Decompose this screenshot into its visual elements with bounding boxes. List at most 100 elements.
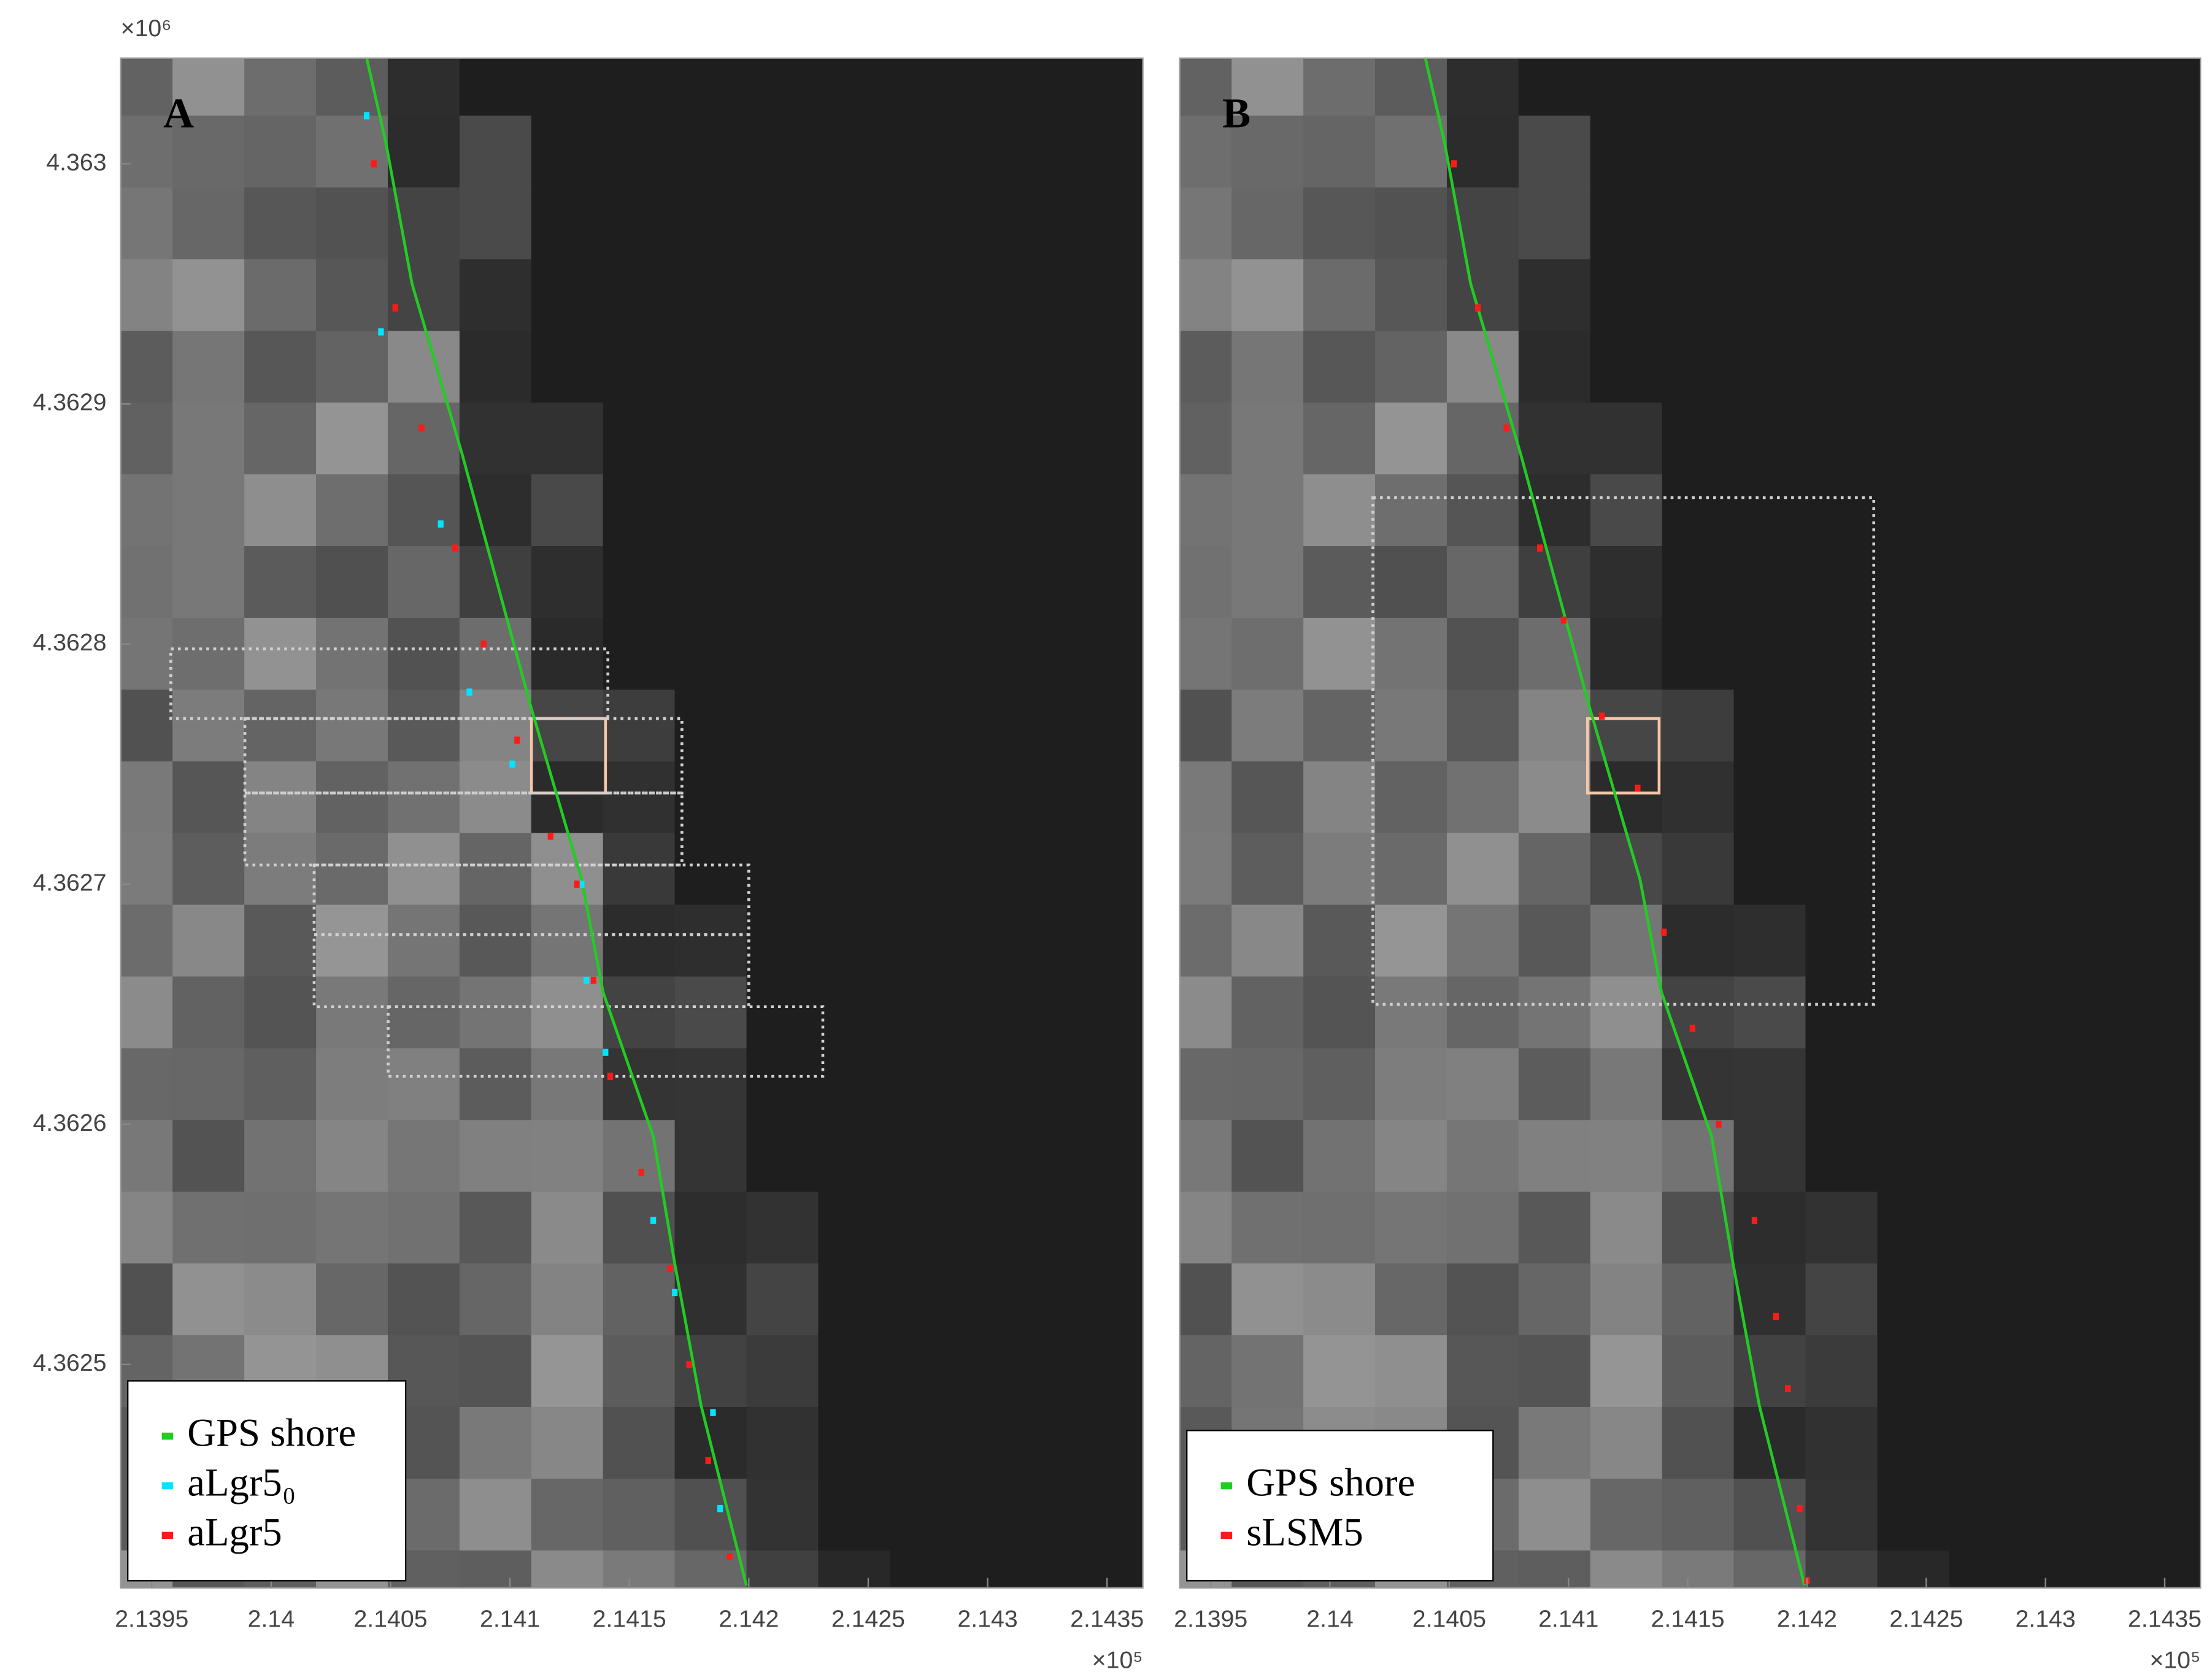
raster-cell — [1733, 474, 1806, 547]
raster-cell — [674, 259, 747, 332]
raster-cell — [746, 115, 819, 188]
raster-cell — [1446, 259, 1520, 332]
raster-cell — [120, 617, 174, 691]
raster-cell — [1662, 689, 1735, 762]
raster-cell — [459, 1478, 532, 1551]
raster-cell — [1446, 1048, 1520, 1121]
raster-cell — [1375, 474, 1448, 547]
raster-cell — [2092, 689, 2165, 762]
legend-label: aLgr5₀ — [187, 1460, 296, 1504]
raster-cell — [1877, 187, 1950, 260]
raster-cell — [603, 474, 676, 547]
raster-cell — [1033, 546, 1106, 619]
raster-cell — [961, 474, 1035, 547]
point — [1451, 160, 1457, 168]
raster-cell — [1105, 1192, 1143, 1265]
raster-cell — [603, 976, 676, 1049]
raster-cell — [2021, 1048, 2094, 1121]
raster-cell — [1446, 617, 1520, 691]
raster-cell — [890, 904, 963, 977]
raster-cell — [674, 1120, 747, 1193]
panel-label: B — [1222, 90, 1251, 137]
raster-cell — [1662, 546, 1735, 619]
raster-cell — [1805, 331, 1878, 404]
raster-cell — [1877, 331, 1950, 404]
raster-cell — [459, 976, 532, 1049]
raster-cell — [1231, 1192, 1304, 1265]
raster-cell — [387, 1048, 461, 1121]
raster-cell — [1733, 1263, 1806, 1336]
x-tick-label: 2.142 — [719, 1605, 779, 1632]
y-tick-label: 4.363 — [46, 148, 106, 175]
raster-cell — [1590, 833, 1663, 906]
raster-cell — [1662, 331, 1735, 404]
raster-cell — [459, 904, 532, 977]
raster-cell — [961, 1550, 1035, 1588]
raster-cell — [1446, 1335, 1520, 1408]
raster-cell — [890, 331, 963, 404]
legend-swatch — [161, 1532, 174, 1539]
point — [705, 1457, 711, 1465]
raster-cell — [890, 58, 963, 117]
raster-cell — [1231, 761, 1304, 834]
raster-cell — [1662, 474, 1735, 547]
raster-cell — [316, 761, 389, 834]
raster-cell — [1179, 617, 1233, 691]
raster-cell — [746, 1550, 819, 1588]
raster-cell — [1805, 1263, 1878, 1336]
raster-cell — [120, 115, 174, 188]
raster-cell — [1805, 761, 1878, 834]
raster-cell — [1179, 331, 1233, 404]
y-tick-label: 4.3626 — [33, 1109, 106, 1136]
raster-cell — [2164, 761, 2201, 834]
x-tick-label: 2.141 — [480, 1605, 540, 1632]
raster-cell — [1590, 1192, 1663, 1265]
raster-cell — [1179, 403, 1233, 476]
raster-cell — [1733, 1478, 1806, 1551]
raster-cell — [1033, 187, 1106, 260]
raster-cell — [818, 689, 891, 762]
raster-cell — [244, 259, 317, 332]
raster-cell — [1033, 976, 1106, 1049]
raster-cell — [1877, 58, 1950, 117]
raster-cell — [1033, 1263, 1106, 1336]
raster-cell — [1733, 58, 1806, 117]
raster-cell — [746, 331, 819, 404]
raster-cell — [674, 1550, 747, 1588]
raster-cell — [2164, 259, 2201, 332]
x-tick-label: 2.143 — [2015, 1605, 2075, 1632]
raster-cell — [603, 1048, 676, 1121]
raster-cell — [244, 689, 317, 762]
raster-cell — [1590, 617, 1663, 691]
legend-swatch — [161, 1432, 174, 1440]
point — [686, 1361, 692, 1368]
raster-cell — [890, 187, 963, 260]
raster-cell — [1303, 187, 1376, 260]
raster-cell — [961, 904, 1035, 977]
raster-cell — [1662, 1478, 1735, 1551]
raster-cell — [244, 546, 317, 619]
raster-cell — [1105, 761, 1143, 834]
raster-cell — [1231, 115, 1304, 188]
point — [1716, 1120, 1722, 1128]
point — [466, 688, 472, 696]
raster-cell — [961, 331, 1035, 404]
raster-cell — [531, 904, 604, 977]
raster-cell — [531, 187, 604, 260]
raster-cell — [1877, 259, 1950, 332]
raster-cell — [1590, 1120, 1663, 1193]
raster-cell — [890, 546, 963, 619]
x-tick-label: 2.1435 — [1070, 1605, 1144, 1632]
raster-cell — [1733, 1048, 1806, 1121]
raster-cell — [2021, 58, 2094, 117]
raster-cell — [1949, 904, 2022, 977]
raster-cell — [746, 833, 819, 906]
raster-cell — [459, 58, 532, 117]
raster-cell — [1662, 761, 1735, 834]
raster-cell — [746, 1120, 819, 1193]
raster-cell — [1231, 474, 1304, 547]
raster-cell — [1179, 474, 1233, 547]
raster-cell — [746, 617, 819, 691]
y-tick-label: 4.3627 — [33, 869, 106, 896]
legend-label: GPS shore — [187, 1411, 356, 1455]
